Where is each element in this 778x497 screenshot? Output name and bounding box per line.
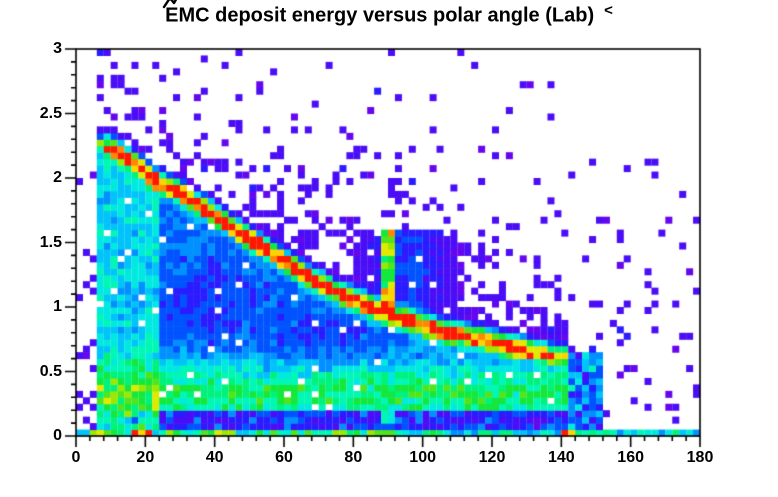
x-axis-tick-label: 20 [136,449,155,466]
x-axis-tick-label: 160 [617,449,645,466]
plot-title-suffix: < [604,2,613,19]
x-axis-tick-label: 60 [275,449,293,466]
x-axis-tick-label: 120 [478,449,506,466]
y-axis-tick-label: 3 [53,40,62,57]
x-axis-tick-label: 0 [71,449,81,466]
x-axis-tick-label: 100 [409,449,437,466]
y-axis-tick-label: 1.5 [39,233,62,251]
x-axis-tick-label: 80 [344,449,363,466]
plot-title: EMC deposit energy versus polar angle (L… [165,4,595,27]
y-axis-tick-label: 2.5 [39,104,62,122]
x-axis-tick-label: 140 [547,449,575,466]
y-axis-tick-label: 0 [53,427,62,444]
y-axis-tick-label: 2 [53,169,62,186]
title-hat-mark-icon [162,0,178,9]
title-row: EMC deposit energy versus polar angle (L… [0,0,778,27]
x-axis-tick-label: 40 [205,449,224,466]
y-axis-tick-label: 0.5 [39,362,62,380]
x-axis-tick-label: 180 [686,449,714,466]
y-axis-tick-label: 1 [53,298,62,315]
title-wrap: EMC deposit energy versus polar angle (L… [162,0,613,27]
